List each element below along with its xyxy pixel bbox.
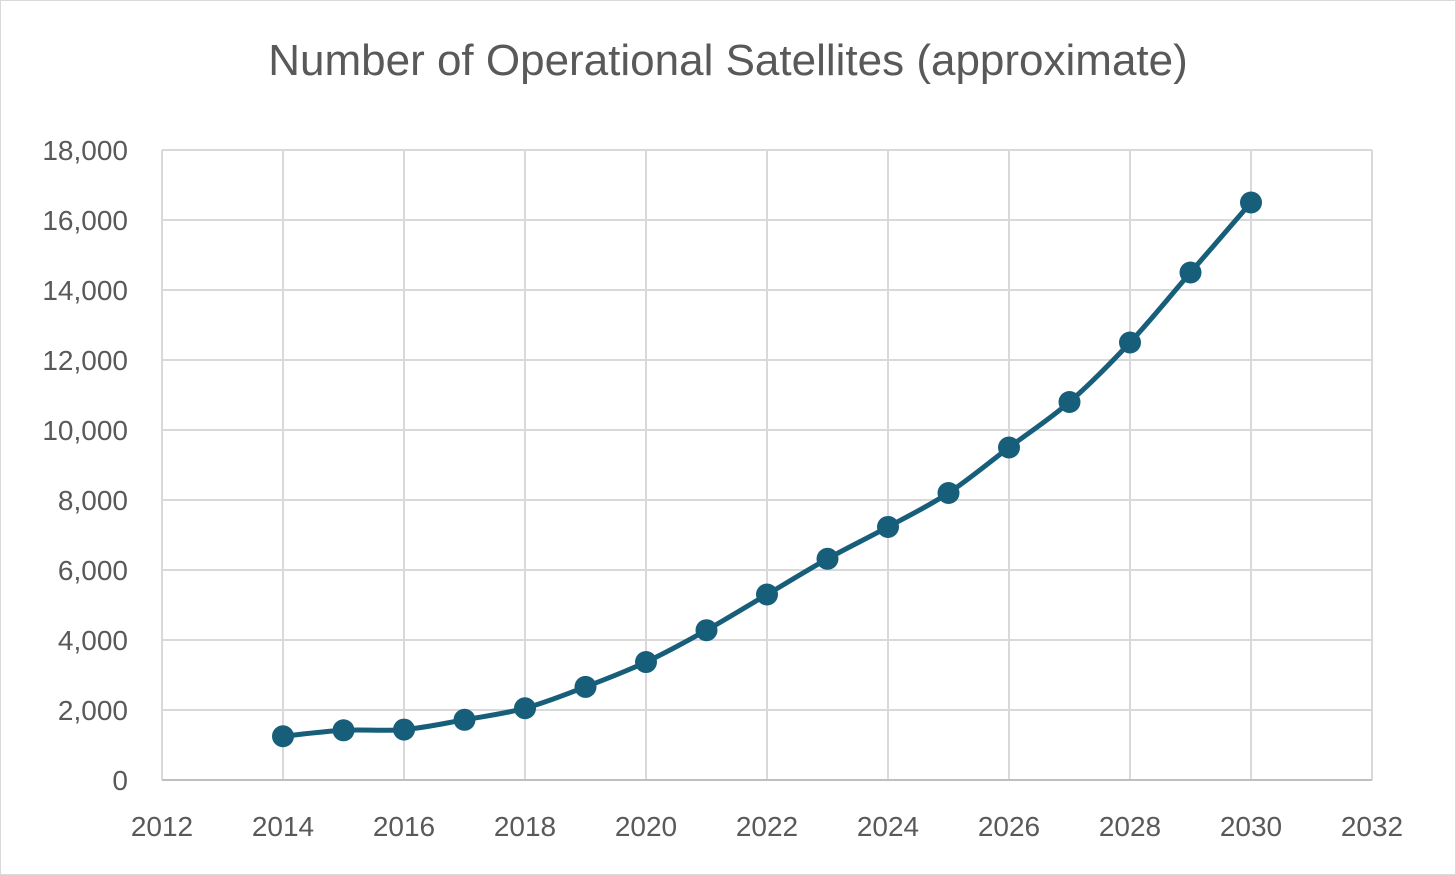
data-point-marker [332,719,355,742]
data-point-marker [1179,261,1202,284]
data-point-marker [393,718,415,741]
data-point-marker [635,651,657,674]
data-point-marker [272,725,294,748]
data-point-marker [816,547,839,570]
x-tick-label: 2026 [978,811,1040,842]
data-point-marker [453,708,476,731]
y-tick-label: 10,000 [42,415,128,446]
data-point-marker [1240,191,1262,214]
y-tick-label: 12,000 [42,345,128,376]
y-tick-label: 2,000 [58,695,128,726]
data-point-marker [937,482,960,504]
x-tick-label: 2020 [615,811,677,842]
y-tick-label: 16,000 [42,205,128,236]
data-point-marker [756,583,778,606]
x-tick-label: 2032 [1341,811,1403,842]
data-point-marker [998,436,1020,459]
x-tick-label: 2016 [373,811,435,842]
data-point-marker [574,675,597,698]
x-tick-label: 2012 [131,811,193,842]
y-tick-label: 14,000 [42,275,128,306]
x-tick-label: 2024 [857,811,919,842]
data-point-marker [514,697,536,720]
data-point-marker [1058,391,1081,413]
data-point-marker [1119,331,1141,354]
data-point-marker [877,515,899,538]
y-tick-label: 18,000 [42,135,128,166]
x-tick-label: 2030 [1220,811,1282,842]
x-tick-label: 2018 [494,811,556,842]
x-tick-label: 2022 [736,811,798,842]
x-tick-label: 2028 [1099,811,1161,842]
y-tick-label: 8,000 [58,485,128,516]
x-tick-label: 2014 [252,811,314,842]
data-point-marker [695,619,718,642]
y-tick-label: 0 [112,765,128,796]
y-tick-label: 6,000 [58,555,128,586]
chart-title: Number of Operational Satellites (approx… [268,36,1188,85]
y-tick-label: 4,000 [58,625,128,656]
